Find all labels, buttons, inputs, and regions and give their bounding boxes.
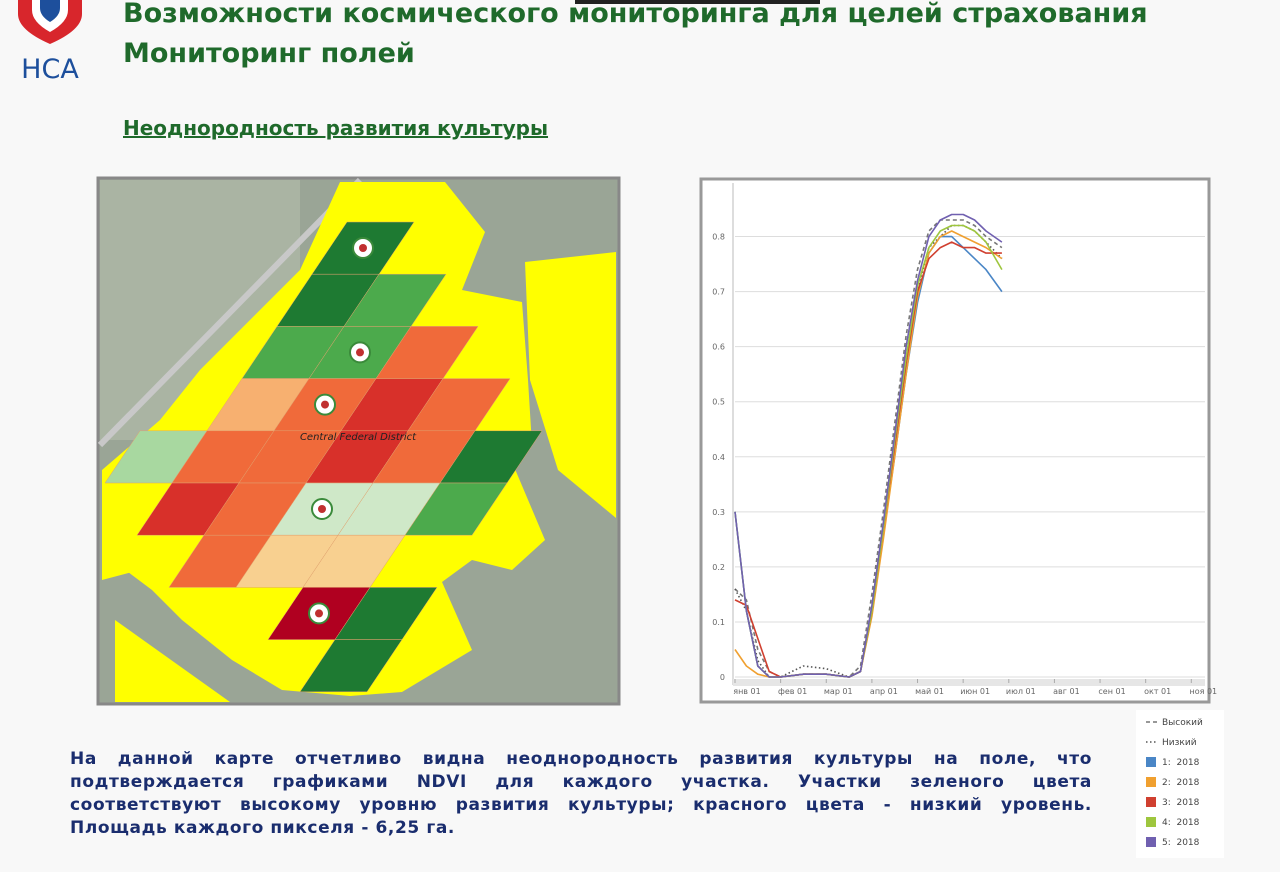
x-tick-label: июл 01 xyxy=(1006,687,1036,696)
legend-swatch xyxy=(1146,837,1156,847)
y-tick-label: 0.7 xyxy=(712,288,725,297)
legend-swatch xyxy=(1146,757,1156,767)
y-tick-label: 0.8 xyxy=(712,233,725,242)
legend-label: 2: 2018 xyxy=(1162,778,1200,788)
x-tick-label: ноя 01 xyxy=(1189,687,1217,696)
legend-swatch xyxy=(1146,797,1156,807)
y-tick-label: 0.2 xyxy=(712,563,725,572)
x-tick-label: май 01 xyxy=(915,687,944,696)
legend-label: 1: 2018 xyxy=(1162,758,1200,768)
logo-text: НСА xyxy=(21,54,79,85)
legend-label: 4: 2018 xyxy=(1162,818,1200,828)
x-tick-label: окт 01 xyxy=(1144,687,1171,696)
x-tick-label: авг 01 xyxy=(1053,687,1080,696)
legend-swatch xyxy=(1146,817,1156,827)
x-tick-label: мар 01 xyxy=(824,687,853,696)
paragraph-line: Площадь каждого пикселя - 6,25 га. xyxy=(70,818,455,838)
paragraph-line: подтверждается графиками NDVI для каждог… xyxy=(70,772,1092,792)
x-axis-bar xyxy=(733,679,1205,686)
legend-label: Низкий xyxy=(1162,738,1197,748)
x-tick-label: июн 01 xyxy=(960,687,990,696)
y-tick-label: 0.4 xyxy=(712,453,725,462)
chart-frame xyxy=(699,177,1211,704)
legend-label: 3: 2018 xyxy=(1162,798,1200,808)
y-tick-label: 0.5 xyxy=(712,398,725,407)
title: Мониторинг полей xyxy=(123,38,415,69)
y-tick-label: 0.6 xyxy=(712,343,725,352)
series-line xyxy=(734,219,1003,678)
legend-swatch xyxy=(1146,777,1156,787)
x-tick-label: апр 01 xyxy=(870,687,898,696)
legend-label: 5: 2018 xyxy=(1162,838,1200,848)
paragraph-line: соответствуют высокому уровню развития к… xyxy=(70,795,1092,815)
x-tick-label: фев 01 xyxy=(778,687,807,696)
y-tick-label: 0.1 xyxy=(712,618,725,627)
subtitle: Неоднородность развития культуры xyxy=(123,116,549,140)
x-tick-label: сен 01 xyxy=(1098,687,1125,696)
title: Возможности космического мониторинга для… xyxy=(123,0,1148,29)
y-tick-label: 0.3 xyxy=(712,508,725,517)
y-tick-label: 0 xyxy=(720,673,725,682)
paragraph: На данной карте отчетливо видна неодноро… xyxy=(70,748,1092,840)
x-tick-label: янв 01 xyxy=(733,687,760,696)
logo-core xyxy=(40,0,60,22)
paragraph-line: На данной карте отчетливо видна неодноро… xyxy=(70,749,1092,769)
logo: НСА xyxy=(18,0,82,85)
series-line xyxy=(734,213,1003,678)
legend-label: Высокий xyxy=(1162,718,1203,728)
top-bar xyxy=(575,0,820,4)
